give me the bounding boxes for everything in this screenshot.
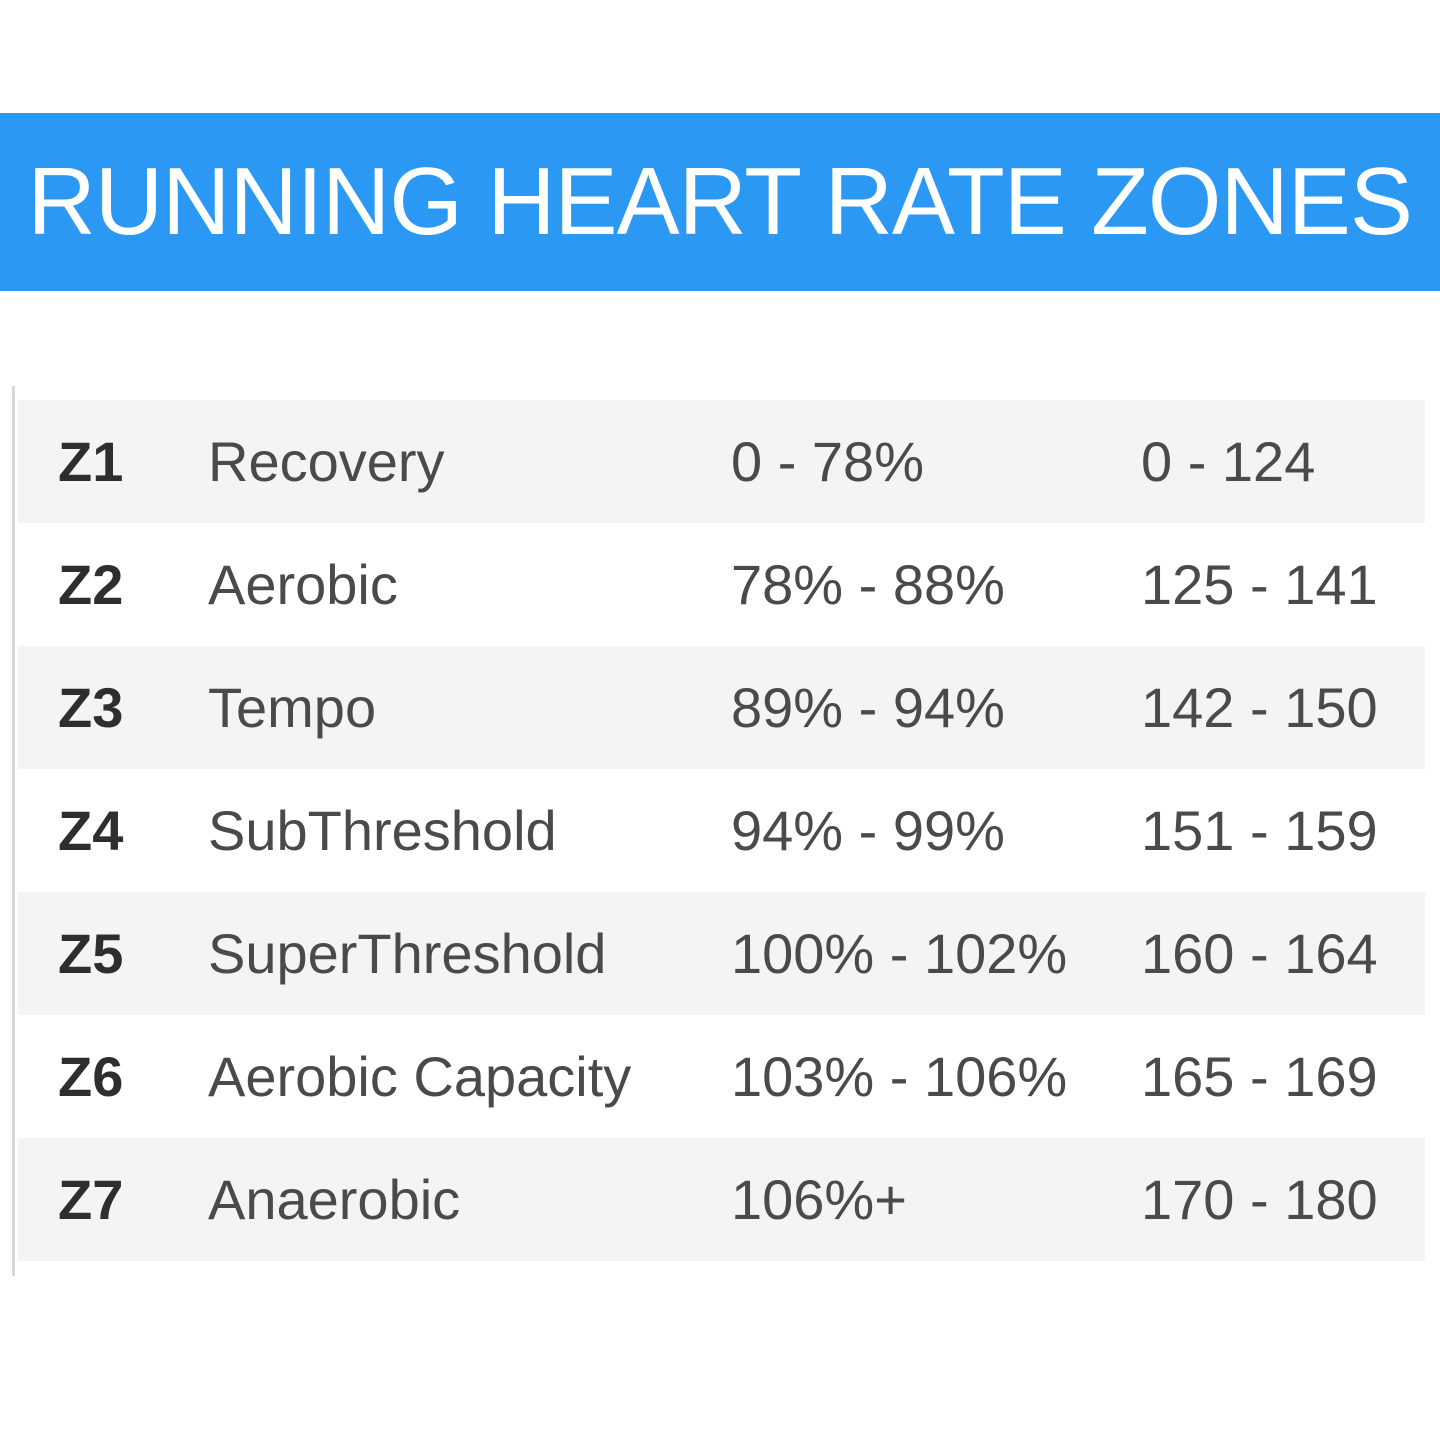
table-row: Z3 Tempo 89% - 94% 142 - 150 — [18, 646, 1425, 769]
zone-name: SubThreshold — [208, 799, 557, 862]
zone-code: Z4 — [58, 799, 124, 862]
zone-bpm: 151 - 159 — [1141, 799, 1378, 862]
zone-code: Z2 — [58, 553, 124, 616]
table-row: Z2 Aerobic 78% - 88% 125 - 141 — [18, 523, 1425, 646]
table-row: Z7 Anaerobic 106%+ 170 - 180 — [18, 1138, 1425, 1261]
zone-code: Z3 — [58, 676, 124, 739]
table-row: Z1 Recovery 0 - 78% 0 - 124 — [18, 400, 1425, 523]
zone-name: Aerobic — [208, 553, 398, 616]
zone-percent: 78% - 88% — [731, 553, 1005, 616]
zone-bpm: 170 - 180 — [1141, 1168, 1378, 1231]
page-title: RUNNING HEART RATE ZONES — [27, 148, 1413, 255]
zone-percent: 0 - 78% — [731, 430, 924, 493]
zone-name: SuperThreshold — [208, 922, 607, 985]
zone-percent: 103% - 106% — [731, 1045, 1068, 1108]
zone-name: Aerobic Capacity — [208, 1045, 632, 1108]
table-row: Z4 SubThreshold 94% - 99% 151 - 159 — [18, 769, 1425, 892]
zone-name: Anaerobic — [208, 1168, 461, 1231]
title-banner: RUNNING HEART RATE ZONES — [0, 113, 1440, 291]
zone-bpm: 125 - 141 — [1141, 553, 1378, 616]
zone-code: Z5 — [58, 922, 124, 985]
zone-percent: 100% - 102% — [731, 922, 1068, 985]
zone-code: Z1 — [58, 430, 124, 493]
zone-percent: 89% - 94% — [731, 676, 1005, 739]
zone-bpm: 142 - 150 — [1141, 676, 1378, 739]
zone-bpm: 0 - 124 — [1141, 430, 1316, 493]
zones-table-container: Z1 Recovery 0 - 78% 0 - 124 Z2 Aerobic 7… — [12, 386, 1425, 1276]
table-row: Z6 Aerobic Capacity 103% - 106% 165 - 16… — [18, 1015, 1425, 1138]
zone-name: Tempo — [208, 676, 377, 739]
zone-code: Z7 — [58, 1168, 124, 1231]
zone-name: Recovery — [208, 430, 445, 493]
zone-percent: 94% - 99% — [731, 799, 1005, 862]
zone-bpm: 165 - 169 — [1141, 1045, 1378, 1108]
zones-table: Z1 Recovery 0 - 78% 0 - 124 Z2 Aerobic 7… — [18, 400, 1425, 1261]
zone-bpm: 160 - 164 — [1141, 922, 1378, 985]
zone-percent: 106%+ — [731, 1168, 907, 1231]
zone-code: Z6 — [58, 1045, 124, 1108]
table-row: Z5 SuperThreshold 100% - 102% 160 - 164 — [18, 892, 1425, 1015]
